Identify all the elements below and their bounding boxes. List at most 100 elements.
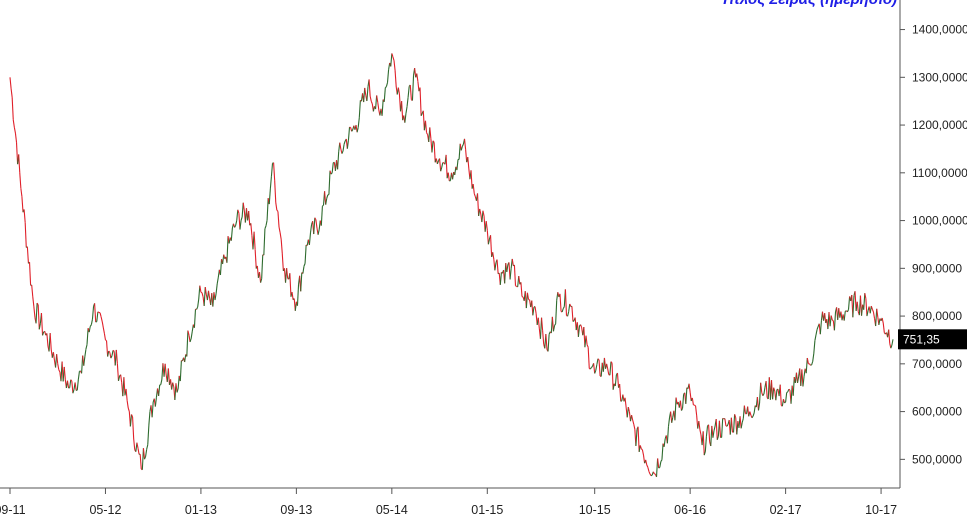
price-segment	[26, 246, 29, 264]
price-segment	[190, 331, 193, 339]
price-segment	[23, 209, 26, 223]
y-axis-ticks: 500,0000 600,0000 700,0000 800,0000 900,0000…	[900, 23, 967, 466]
price-segment	[852, 295, 855, 318]
y-tick-label: 900,0000	[912, 261, 962, 275]
price-segment	[749, 411, 752, 416]
y-tick-label: 800,0000	[912, 309, 962, 323]
price-segment	[57, 363, 60, 370]
price-segment	[792, 377, 795, 396]
price-segment	[534, 306, 537, 314]
price-segment	[722, 417, 725, 420]
price-segment	[637, 426, 640, 452]
price-segment	[698, 420, 701, 430]
price-segment	[143, 456, 147, 460]
price-segment	[103, 333, 107, 341]
price-segment	[461, 143, 464, 147]
x-tick-label: 02-17	[770, 503, 802, 517]
price-segment	[83, 356, 86, 366]
price-segment	[694, 404, 696, 407]
price-segment	[289, 273, 292, 297]
price-segment	[846, 309, 850, 313]
price-segment	[674, 397, 677, 421]
price-segment	[107, 350, 110, 357]
price-segment	[802, 376, 805, 387]
price-segment	[667, 417, 671, 427]
price-segment	[482, 210, 485, 217]
price-segment	[405, 106, 408, 114]
price-segment	[661, 443, 664, 460]
price-segment	[56, 354, 59, 364]
price-segment	[411, 75, 415, 101]
price-segment	[785, 392, 788, 403]
price-segment	[242, 202, 245, 211]
price-segment	[890, 344, 893, 349]
price-segment	[132, 416, 135, 439]
price-segment	[42, 331, 45, 336]
price-segment	[18, 154, 21, 173]
price-segment	[705, 426, 709, 437]
price-segment	[129, 414, 133, 427]
price-segment	[564, 289, 568, 316]
price-segment	[19, 172, 22, 189]
price-segment	[120, 374, 123, 383]
price-segment	[214, 293, 217, 301]
price-segment	[640, 448, 643, 451]
price-segment	[816, 326, 819, 330]
price-segment	[660, 459, 663, 462]
price-segment	[112, 349, 115, 352]
price-segment	[829, 315, 832, 327]
price-segment	[419, 87, 422, 116]
price-segment	[732, 414, 736, 433]
price-segment	[37, 304, 40, 330]
price-segment	[486, 230, 489, 245]
price-segment	[716, 436, 719, 440]
price-segment	[422, 110, 425, 131]
price-segment	[145, 449, 148, 457]
price-segment	[813, 340, 816, 354]
price-segment	[151, 402, 154, 418]
price-segment	[197, 298, 200, 308]
price-segment	[346, 139, 349, 149]
price-segment	[472, 184, 475, 194]
price-segment	[303, 263, 306, 267]
price-segment	[239, 220, 242, 230]
price-segment	[313, 217, 316, 235]
x-tick-label: 05-12	[89, 503, 121, 517]
price-segment	[786, 391, 789, 393]
price-segment	[254, 249, 257, 269]
price-segment	[142, 448, 146, 460]
price-segment	[614, 374, 617, 387]
price-segment	[586, 344, 589, 348]
price-segment	[167, 368, 171, 385]
price-segment	[571, 306, 574, 322]
price-segment	[49, 333, 52, 350]
price-segment	[127, 407, 130, 412]
price-segment	[317, 229, 320, 235]
price-segment	[397, 87, 400, 95]
price-segment	[863, 293, 866, 310]
price-segment	[248, 210, 251, 226]
price-segment	[712, 430, 715, 438]
price-segment	[99, 312, 102, 317]
price-segment	[385, 82, 389, 87]
price-segment	[90, 319, 93, 325]
price-segment	[13, 127, 16, 134]
price-segment	[58, 369, 61, 373]
price-segment	[204, 287, 207, 295]
price-segment	[762, 393, 765, 397]
price-segment	[15, 142, 19, 165]
price-segment	[872, 311, 876, 319]
price-segment	[386, 69, 390, 83]
price-segment	[368, 79, 371, 97]
y-tick-label: 1100,0000	[912, 166, 967, 180]
price-segment	[658, 466, 661, 469]
price-segment	[420, 113, 423, 116]
price-segment	[392, 56, 395, 61]
price-segment	[830, 315, 833, 321]
price-segment	[253, 231, 256, 250]
price-segment	[436, 160, 439, 165]
price-segment	[215, 283, 218, 294]
price-segment	[187, 330, 190, 336]
price-segment	[66, 380, 70, 389]
price-segment	[513, 265, 517, 286]
